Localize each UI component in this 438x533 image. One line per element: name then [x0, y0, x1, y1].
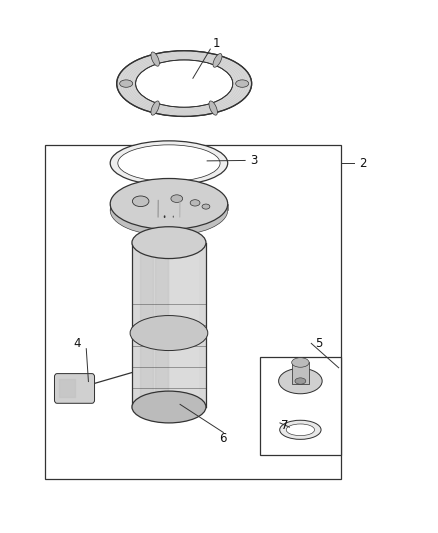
Bar [260, 357, 341, 455]
Ellipse shape [151, 101, 159, 115]
Text: 6: 6 [219, 432, 227, 446]
Ellipse shape [213, 53, 222, 67]
Polygon shape [132, 243, 206, 407]
Ellipse shape [120, 80, 133, 87]
Text: 4: 4 [74, 337, 81, 350]
Ellipse shape [279, 368, 322, 394]
Ellipse shape [286, 424, 314, 435]
Ellipse shape [190, 200, 200, 206]
Text: 2: 2 [359, 157, 366, 169]
Ellipse shape [295, 378, 306, 384]
Ellipse shape [110, 179, 228, 229]
FancyBboxPatch shape [54, 374, 95, 403]
Bar [292, 362, 309, 384]
Text: 1: 1 [213, 37, 221, 50]
Ellipse shape [118, 145, 220, 181]
Ellipse shape [202, 204, 210, 209]
Text: 7: 7 [280, 419, 288, 432]
Text: 3: 3 [250, 154, 258, 167]
Bar [45, 144, 341, 479]
Ellipse shape [236, 80, 249, 87]
Ellipse shape [132, 391, 206, 423]
Ellipse shape [117, 51, 252, 116]
Ellipse shape [130, 316, 208, 351]
Ellipse shape [132, 196, 149, 207]
Text: 5: 5 [315, 337, 323, 350]
Ellipse shape [132, 227, 206, 259]
Ellipse shape [136, 60, 233, 107]
Ellipse shape [292, 358, 309, 367]
Ellipse shape [110, 141, 228, 185]
Ellipse shape [110, 185, 228, 236]
Ellipse shape [171, 195, 183, 203]
Ellipse shape [151, 52, 159, 66]
Ellipse shape [209, 101, 217, 115]
Ellipse shape [280, 420, 321, 439]
